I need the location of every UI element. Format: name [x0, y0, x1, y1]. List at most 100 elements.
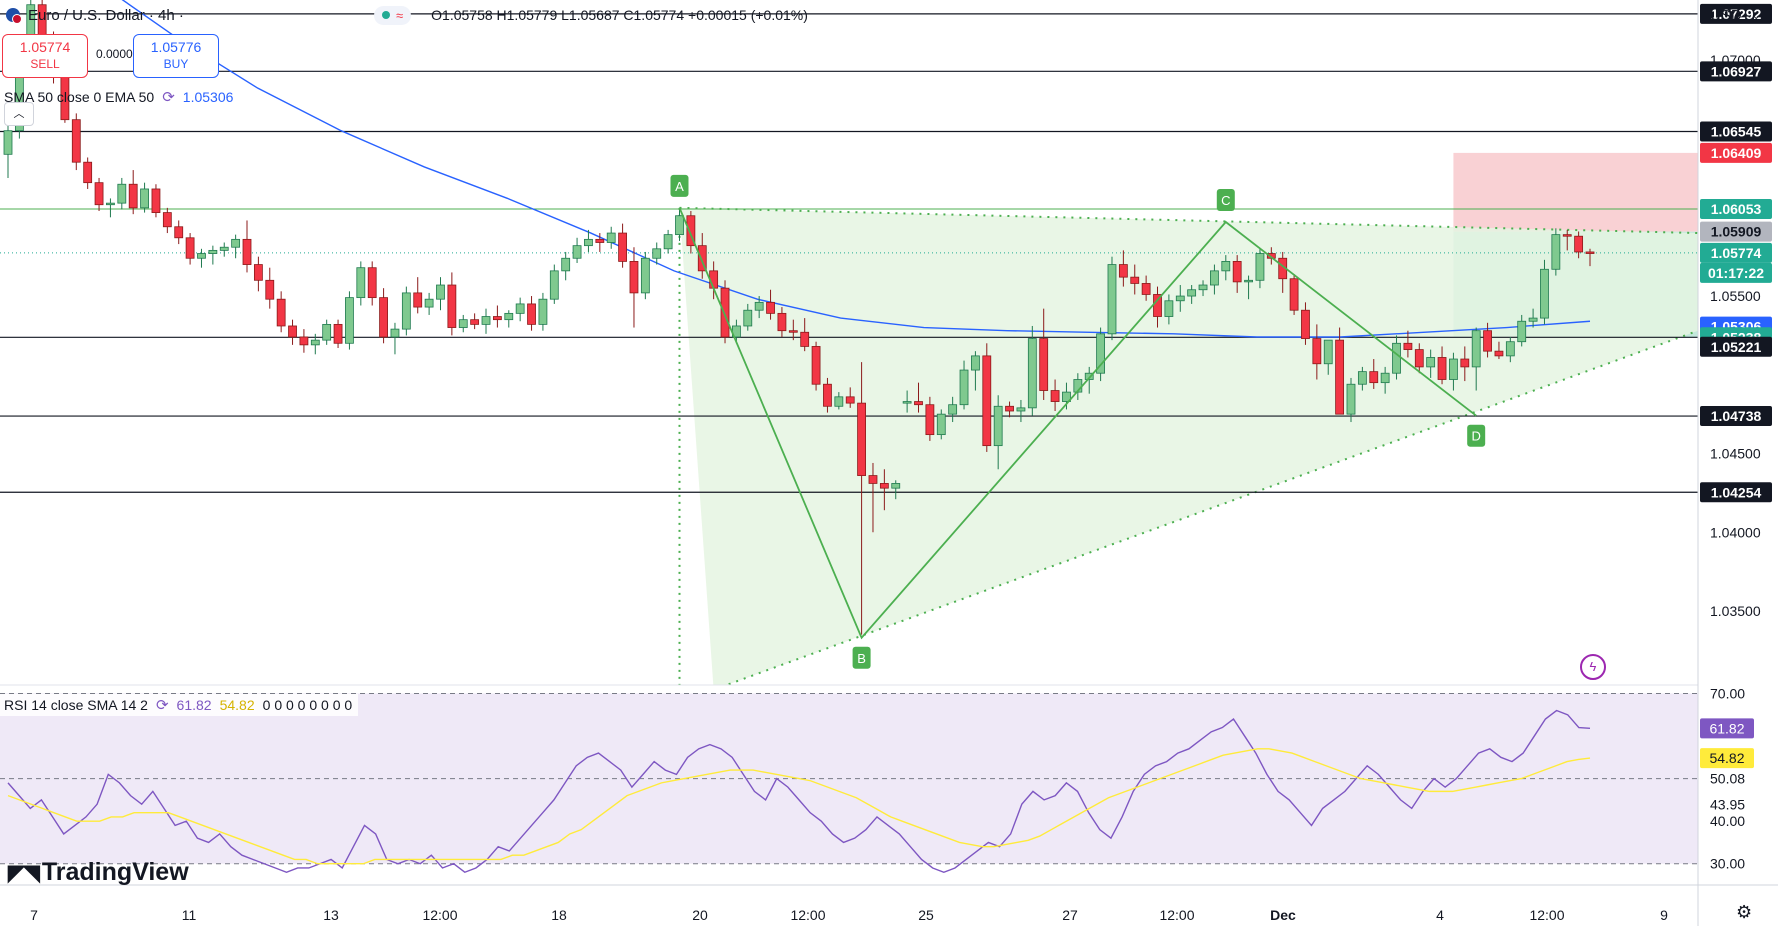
candle: [481, 316, 491, 325]
rsi-legend[interactable]: RSI 14 close SMA 14 2 ⟳ 61.82 54.82 0 0 …: [0, 694, 359, 716]
market-open-icon: [382, 11, 390, 19]
currency-selector[interactable]: USD ⌄: [1700, 0, 1778, 30]
candle: [584, 238, 593, 247]
candle: [1084, 372, 1094, 380]
time-tick-label: 12:00: [1159, 907, 1194, 923]
candle: [504, 312, 514, 321]
pattern-point-label: D: [1471, 429, 1480, 444]
candle: [379, 297, 388, 338]
candle: [572, 245, 582, 259]
ohlc-bar: ≈ O1.05758 H1.05779 L1.05687 C1.05774 +0…: [260, 0, 808, 30]
candle: [709, 270, 719, 289]
buy-price: 1.05776: [150, 39, 202, 55]
ma-legend[interactable]: SMA 50 close 0 EMA 50 ⟳ 1.05306: [0, 86, 233, 108]
candle: [1016, 407, 1026, 412]
candle: [367, 267, 377, 299]
candle: [606, 232, 616, 243]
candle: [561, 257, 571, 272]
market-status-pill[interactable]: ≈: [374, 5, 412, 25]
candle: [1471, 330, 1481, 368]
pattern-point-a: [670, 174, 689, 197]
candle: [993, 405, 1003, 447]
candle: [902, 401, 912, 404]
candles-group: [3, 0, 1595, 635]
candle: [1505, 341, 1515, 357]
time-tick-label: 7: [30, 907, 38, 923]
candle: [174, 226, 184, 239]
rsi-tick-label: 43.95: [1710, 796, 1745, 812]
gear-icon[interactable]: ⚙: [1736, 902, 1753, 922]
candle: [1392, 342, 1401, 374]
candle: [823, 383, 832, 407]
candle: [868, 475, 878, 484]
candle: [1357, 371, 1367, 385]
candle: [1062, 391, 1071, 402]
price-label: 1.06927: [1711, 63, 1762, 79]
price-label-bg: [1700, 198, 1772, 219]
candle: [447, 284, 457, 328]
price-label-bg: [1700, 3, 1772, 24]
collapse-legend-button[interactable]: ︿: [4, 102, 34, 126]
candle: [1096, 333, 1106, 374]
candle: [914, 401, 923, 406]
candle: [515, 303, 525, 314]
candle: [538, 298, 548, 325]
refresh-icon[interactable]: ⟳: [155, 697, 169, 714]
sell-button[interactable]: 1.05774 SELL: [2, 34, 88, 78]
candle: [208, 249, 218, 254]
time-tick-label: 25: [918, 907, 934, 923]
candle: [310, 339, 320, 346]
trend-line-2: [713, 329, 1699, 691]
time-tick-label: Dec: [1270, 907, 1296, 923]
rsi-legend-extra: 0 0 0 0 0 0 0 0: [262, 697, 353, 713]
lightning-icon[interactable]: ϟ: [1580, 654, 1606, 680]
candle: [936, 413, 946, 436]
candle: [891, 483, 901, 489]
candle: [1232, 261, 1242, 283]
tradingview-logo[interactable]: ◤◥ TradingView: [8, 858, 189, 887]
candle: [106, 202, 115, 206]
symbol-title[interactable]: Euro / U.S. Dollar · 4h ·: [28, 6, 184, 24]
buy-button[interactable]: 1.05776 BUY: [133, 34, 219, 78]
candle: [231, 238, 241, 248]
rsi-line: [7, 709, 1591, 874]
candle: [1460, 358, 1470, 368]
wave-icon: ≈: [396, 7, 404, 23]
candle: [413, 292, 423, 308]
candle: [595, 238, 605, 243]
candle: [1164, 300, 1174, 317]
candle: [1403, 342, 1413, 350]
candle: [1540, 268, 1549, 319]
candle: [1426, 357, 1436, 368]
rsi-tick-label: 70.00: [1710, 686, 1745, 702]
rsi-tick-label: 30.00: [1710, 856, 1745, 872]
candle: [720, 287, 730, 338]
ema-50-line: [121, 0, 1591, 338]
pattern-point-label: B: [857, 651, 866, 666]
candle: [94, 182, 104, 206]
candle: [242, 238, 252, 265]
refresh-icon[interactable]: ⟳: [162, 89, 175, 106]
candle: [549, 270, 559, 300]
price-label-bg: [1700, 61, 1772, 82]
candle: [140, 188, 149, 209]
candle: [162, 212, 172, 228]
candle: [1289, 278, 1299, 311]
price-tick-label: 1.05500: [1710, 288, 1761, 304]
candle: [401, 292, 411, 330]
candle: [276, 298, 286, 327]
price-label: 1.06545: [1711, 123, 1762, 139]
candle: [71, 119, 81, 163]
candle: [1494, 350, 1504, 357]
candle: [857, 402, 866, 476]
candle: [83, 161, 93, 184]
rsi-sma-line: [7, 748, 1591, 865]
candle: [436, 284, 445, 300]
candle: [197, 253, 206, 259]
price-label-bg: [1700, 121, 1772, 142]
time-tick-label: 11: [182, 907, 197, 923]
ma-legend-value: 1.05306: [182, 89, 234, 105]
candle: [527, 303, 536, 325]
pattern-point-c: [1216, 189, 1235, 212]
